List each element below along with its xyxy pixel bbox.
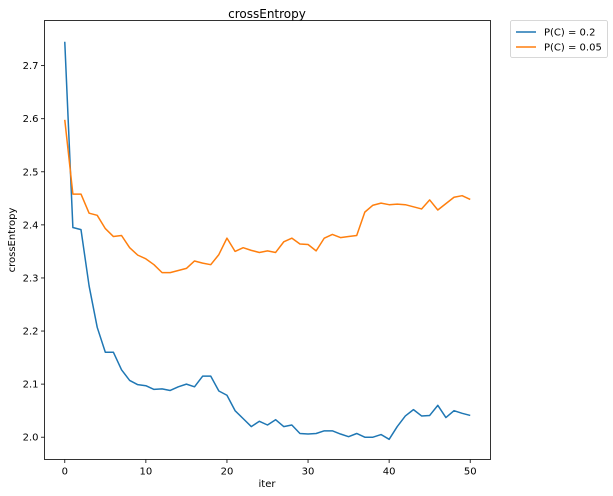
series-line-2 xyxy=(64,119,471,274)
x-tick-label: 10 xyxy=(139,467,152,478)
legend: P(C) = 0.2 P(C) = 0.05 xyxy=(510,20,608,58)
x-tick-label: 40 xyxy=(383,467,396,478)
x-axis-label: iter xyxy=(259,479,277,490)
y-tick-label: 2.0 xyxy=(23,433,39,444)
x-tick-label: 20 xyxy=(221,467,234,478)
x-tick-label: 0 xyxy=(62,467,68,478)
legend-label-2: P(C) = 0.05 xyxy=(544,43,602,54)
y-tick-label: 2.6 xyxy=(23,114,39,125)
y-tick-label: 2.7 xyxy=(23,61,39,72)
x-tick-label: 30 xyxy=(302,467,315,478)
series-line-1 xyxy=(64,41,471,441)
legend-label-1: P(C) = 0.2 xyxy=(544,28,595,39)
y-tick-label: 2.2 xyxy=(23,327,39,338)
y-axis: 2.0 2.1 2.2 2.3 2.4 2.5 2.6 2.7 xyxy=(23,61,45,444)
x-tick-label: 50 xyxy=(464,467,477,478)
y-tick-label: 2.1 xyxy=(23,380,39,391)
series-lines xyxy=(64,41,471,441)
x-axis: 0 10 20 30 40 50 xyxy=(62,459,477,478)
chart-title: crossEntropy xyxy=(228,7,306,21)
legend-box xyxy=(510,20,608,58)
y-tick-label: 2.5 xyxy=(23,167,39,178)
y-tick-label: 2.3 xyxy=(23,273,39,284)
y-axis-label: crossEntropy xyxy=(7,208,18,273)
plot-area xyxy=(44,20,491,460)
y-tick-label: 2.4 xyxy=(23,220,39,231)
